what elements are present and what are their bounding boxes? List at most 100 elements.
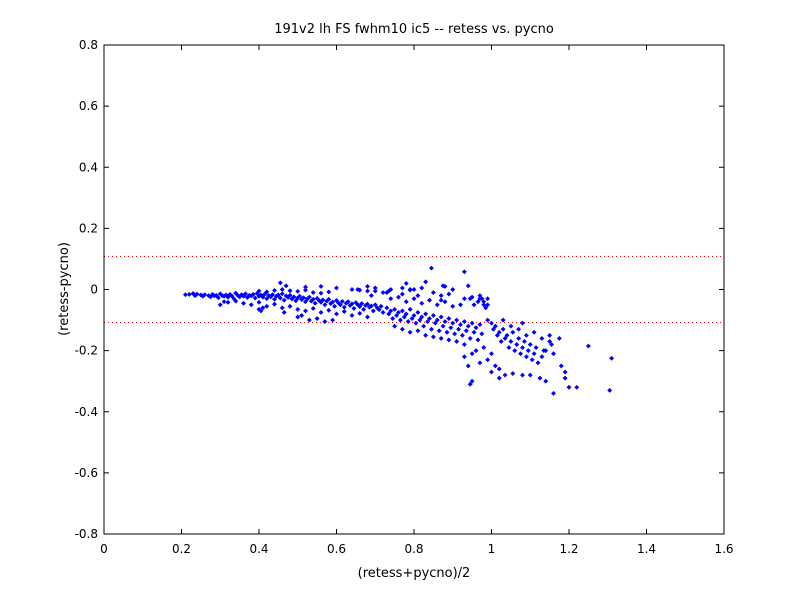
data-point: [490, 326, 496, 332]
data-point: [423, 332, 429, 338]
data-point: [562, 369, 568, 375]
data-point: [461, 269, 467, 275]
data-point: [541, 348, 547, 354]
data-point: [492, 363, 498, 369]
data-point: [481, 302, 487, 308]
data-point: [430, 312, 436, 319]
data-point: [403, 299, 409, 305]
data-point: [345, 299, 351, 305]
data-point: [465, 323, 471, 329]
data-point: [299, 312, 305, 319]
data-point: [504, 332, 510, 338]
data-point: [264, 296, 270, 302]
data-point: [454, 317, 460, 323]
data-point: [479, 296, 485, 302]
x-axis-label: (retess+pycno)/2: [358, 566, 471, 581]
data-point: [415, 309, 421, 315]
x-tick-label: 1.2: [559, 542, 578, 556]
data-point: [409, 315, 415, 322]
data-point: [442, 299, 448, 305]
y-tick-label: -0.4: [75, 405, 98, 419]
data-point: [202, 292, 208, 298]
data-point: [370, 308, 376, 314]
data-point: [256, 299, 262, 305]
y-tick-label: -0.2: [75, 344, 98, 358]
data-point: [609, 355, 615, 361]
data-point: [364, 283, 371, 289]
data-point: [457, 322, 464, 328]
data-point: [359, 301, 365, 307]
data-point: [471, 302, 477, 308]
data-point: [519, 345, 526, 351]
data-point: [392, 323, 398, 329]
data-point: [539, 354, 545, 360]
data-point: [399, 285, 405, 291]
data-point: [485, 302, 491, 308]
data-point: [494, 332, 500, 338]
data-point: [488, 320, 495, 326]
data-point: [283, 283, 289, 289]
data-point: [399, 308, 405, 314]
data-point: [428, 326, 434, 332]
data-point: [186, 291, 192, 297]
data-point: [322, 302, 328, 308]
data-point: [469, 378, 475, 384]
x-tick-label: 0.4: [249, 542, 268, 556]
data-point: [388, 296, 394, 302]
y-tick-label: 0.6: [79, 99, 98, 113]
data-point: [295, 288, 301, 294]
data-point: [496, 375, 502, 381]
data-point: [221, 299, 227, 305]
data-point: [531, 351, 537, 357]
data-point: [194, 291, 200, 297]
data-point: [539, 335, 545, 341]
data-point: [467, 335, 473, 341]
data-point: [469, 320, 475, 326]
data-point: [302, 308, 309, 314]
data-point: [332, 303, 338, 309]
data-point: [516, 335, 522, 341]
data-point: [498, 338, 504, 345]
y-axis-label: (retess-pycno): [57, 242, 72, 336]
data-point: [337, 302, 343, 308]
data-point: [607, 387, 613, 393]
data-point: [434, 317, 440, 323]
data-point: [403, 280, 409, 286]
data-point: [364, 288, 371, 294]
x-tick-label: 0: [100, 542, 108, 556]
data-point: [413, 320, 419, 326]
data-point: [434, 302, 440, 308]
data-point: [518, 351, 524, 357]
data-point: [248, 302, 254, 308]
data-point: [341, 308, 347, 315]
data-point: [426, 315, 433, 322]
data-point: [558, 363, 564, 369]
data-point: [355, 286, 361, 293]
data-point: [477, 322, 483, 328]
data-point: [488, 351, 495, 357]
data-point: [461, 319, 467, 325]
data-point: [438, 297, 444, 303]
data-point: [465, 363, 471, 369]
data-point: [233, 298, 239, 304]
data-point: [401, 314, 407, 320]
data-point: [438, 335, 444, 341]
data-point: [550, 351, 557, 357]
data-point: [419, 314, 425, 320]
data-point: [500, 326, 506, 332]
data-point: [585, 343, 591, 349]
data-point: [471, 329, 477, 335]
data-point: [264, 289, 270, 295]
data-point: [510, 370, 516, 377]
data-point: [519, 372, 526, 378]
y-tick-label: 0.8: [79, 38, 98, 52]
data-point: [516, 326, 522, 332]
data-point: [543, 378, 549, 384]
data-point: [318, 283, 324, 289]
data-point: [446, 315, 452, 322]
data-point: [502, 335, 508, 341]
data-point: [291, 294, 297, 300]
data-point: [407, 329, 413, 335]
data-point: [357, 304, 363, 310]
